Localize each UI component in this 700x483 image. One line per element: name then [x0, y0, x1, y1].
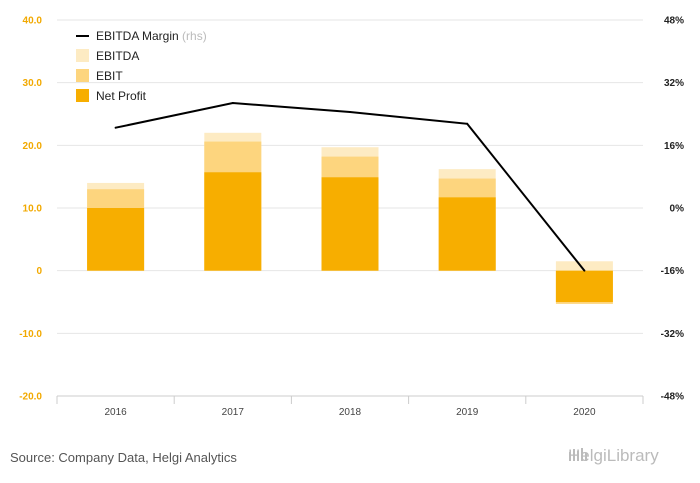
legend-label-ebitda: EBITDA [96, 49, 139, 63]
legend-label-ebit: EBIT [96, 69, 123, 83]
y-right-tick-label: -48% [661, 392, 684, 403]
source-note: Source: Company Data, Helgi Analytics [10, 450, 237, 465]
bar-net-profit [321, 177, 379, 271]
x-tick-label: 2020 [573, 407, 596, 418]
line-layer [114, 102, 586, 272]
y-right-tick-label: 16% [664, 141, 684, 152]
legend-layer: EBITDA Margin (rhs) EBITDA EBIT Net Profit [76, 29, 207, 103]
x-tick-label: 2017 [222, 407, 245, 418]
x-tick-label: 2018 [339, 407, 362, 418]
ebitda-margin-point [583, 269, 586, 272]
y-left-tick-label: 0 [36, 266, 42, 277]
x-tick-label: 2016 [104, 407, 127, 418]
y-left-tick-label: 20.0 [23, 141, 43, 152]
y-right-tick-label: 32% [664, 78, 684, 89]
bars-layer [87, 132, 613, 304]
bar-net-profit [438, 197, 496, 271]
legend-note-rhs: (rhs) [182, 29, 207, 43]
helgi-library-logo: HelgiLibrary [568, 446, 659, 466]
y-right-tick-label: 0% [670, 204, 685, 215]
library-icon [569, 448, 587, 461]
x-tick-label: 2019 [456, 407, 479, 418]
legend-label-net-profit: Net Profit [96, 89, 147, 103]
ebitda-margin-point [231, 102, 234, 105]
legend-swatch-net-profit [76, 89, 89, 102]
legend-label-ebitda-margin: EBITDA Margin (rhs) [96, 29, 207, 43]
y-left-tick-label: 30.0 [23, 78, 43, 89]
logo-text: HelgiLibrary [568, 446, 659, 465]
legend-swatch-ebit [76, 69, 89, 82]
bar-net-profit [204, 172, 262, 271]
bar-net-profit [555, 270, 613, 302]
y-left-tick-label: -20.0 [19, 392, 42, 403]
bar-ebitda [555, 261, 613, 271]
ebitda-margin-point [114, 126, 117, 129]
bar-net-profit [87, 208, 145, 271]
ebitda-margin-point [466, 122, 469, 125]
y-left-tick-label: -10.0 [19, 329, 42, 340]
axis-layer: 40.0 30.0 20.0 10.0 0 -10.0 -20.0 48% 32% 16% 0% -1… [19, 16, 684, 419]
y-right-tick-label: 48% [664, 16, 684, 27]
y-left-tick-label: 10.0 [23, 204, 43, 215]
legend-swatch-ebitda [76, 49, 89, 62]
y-left-tick-label: 40.0 [23, 16, 43, 27]
y-right-tick-label: -32% [661, 329, 684, 340]
y-right-tick-label: -16% [661, 266, 684, 277]
ebitda-margin-point [349, 111, 351, 114]
